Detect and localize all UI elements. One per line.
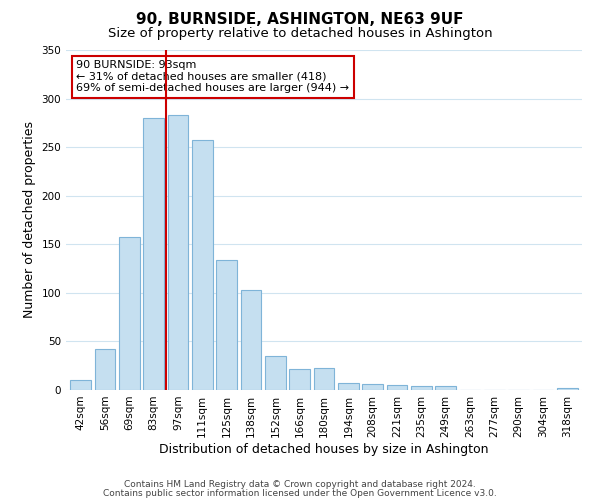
Bar <box>95 349 115 390</box>
Bar <box>167 115 188 390</box>
Bar <box>192 140 212 390</box>
Y-axis label: Number of detached properties: Number of detached properties <box>23 122 36 318</box>
Text: Contains HM Land Registry data © Crown copyright and database right 2024.: Contains HM Land Registry data © Crown c… <box>124 480 476 489</box>
Bar <box>216 260 237 390</box>
Text: Size of property relative to detached houses in Ashington: Size of property relative to detached ho… <box>107 28 493 40</box>
Bar <box>362 384 383 390</box>
Bar <box>411 386 432 390</box>
Bar <box>70 380 91 390</box>
Bar <box>241 290 262 390</box>
Bar <box>436 386 456 390</box>
Bar <box>314 368 334 390</box>
Text: Contains public sector information licensed under the Open Government Licence v3: Contains public sector information licen… <box>103 488 497 498</box>
Bar <box>265 356 286 390</box>
Bar <box>557 388 578 390</box>
Bar <box>143 118 164 390</box>
X-axis label: Distribution of detached houses by size in Ashington: Distribution of detached houses by size … <box>159 442 489 456</box>
Bar <box>338 383 359 390</box>
Bar <box>386 385 407 390</box>
Bar <box>119 238 140 390</box>
Text: 90, BURNSIDE, ASHINGTON, NE63 9UF: 90, BURNSIDE, ASHINGTON, NE63 9UF <box>136 12 464 28</box>
Text: 90 BURNSIDE: 93sqm
← 31% of detached houses are smaller (418)
69% of semi-detach: 90 BURNSIDE: 93sqm ← 31% of detached hou… <box>76 60 349 94</box>
Bar <box>289 368 310 390</box>
